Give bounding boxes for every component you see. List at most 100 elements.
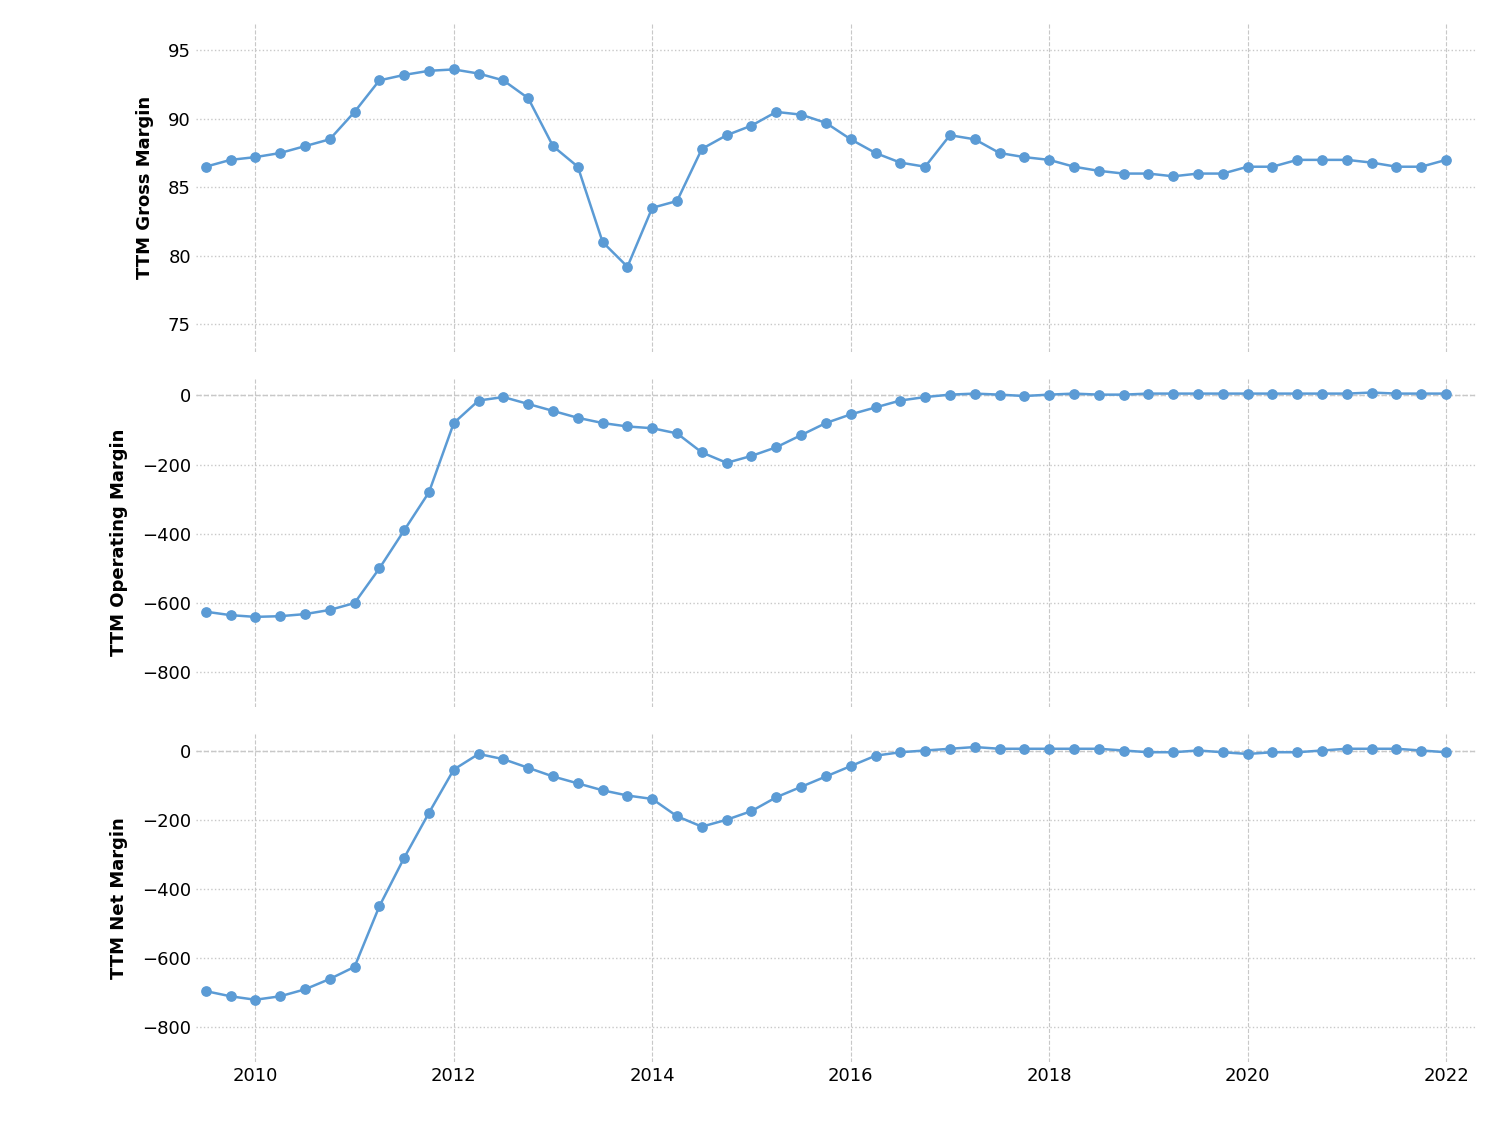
Point bbox=[417, 483, 441, 501]
Point bbox=[1137, 385, 1161, 403]
Point bbox=[715, 126, 739, 144]
Point bbox=[1285, 151, 1309, 169]
Point bbox=[1434, 151, 1458, 169]
Point bbox=[318, 130, 342, 148]
Point bbox=[194, 982, 218, 1000]
Point bbox=[1187, 164, 1211, 183]
Point bbox=[764, 788, 788, 806]
Point bbox=[517, 758, 541, 777]
Point bbox=[813, 114, 837, 132]
Point bbox=[491, 388, 515, 407]
Point bbox=[764, 103, 788, 121]
Point bbox=[1384, 385, 1408, 403]
Point bbox=[715, 811, 739, 829]
Point bbox=[1310, 741, 1334, 759]
Point bbox=[244, 990, 268, 1008]
Point bbox=[938, 740, 962, 758]
Point bbox=[789, 778, 813, 796]
Point bbox=[517, 89, 541, 107]
Point bbox=[1434, 743, 1458, 762]
Point bbox=[640, 199, 664, 217]
Point bbox=[590, 413, 614, 432]
Point bbox=[1211, 385, 1235, 403]
Point bbox=[863, 747, 887, 765]
Point bbox=[1211, 743, 1235, 762]
Point bbox=[913, 158, 937, 176]
Y-axis label: TTM Operating Margin: TTM Operating Margin bbox=[110, 428, 128, 657]
Point bbox=[1038, 151, 1062, 169]
Point bbox=[292, 605, 316, 624]
Point bbox=[1334, 385, 1358, 403]
Point bbox=[616, 258, 640, 276]
Point bbox=[789, 426, 813, 444]
Point bbox=[913, 741, 937, 759]
Point bbox=[441, 413, 465, 432]
Point bbox=[1137, 743, 1161, 762]
Point bbox=[1087, 162, 1111, 180]
Point bbox=[566, 409, 590, 427]
Point bbox=[392, 849, 416, 867]
Point bbox=[417, 62, 441, 80]
Point bbox=[441, 61, 465, 79]
Point bbox=[1038, 386, 1062, 404]
Point bbox=[318, 601, 342, 619]
Point bbox=[491, 750, 515, 769]
Point bbox=[1261, 158, 1285, 176]
Point bbox=[268, 144, 292, 162]
Point bbox=[1235, 158, 1259, 176]
Point bbox=[913, 388, 937, 407]
Point bbox=[1235, 385, 1259, 403]
Point bbox=[839, 757, 863, 775]
Point bbox=[889, 743, 913, 762]
Point bbox=[491, 71, 515, 89]
Point bbox=[218, 606, 242, 625]
Point bbox=[1410, 741, 1434, 759]
Point bbox=[739, 447, 764, 465]
Point bbox=[590, 781, 614, 799]
Point bbox=[268, 987, 292, 1005]
Point bbox=[1360, 153, 1384, 171]
Point bbox=[863, 399, 887, 417]
Point bbox=[739, 802, 764, 820]
Point bbox=[1310, 385, 1334, 403]
Point bbox=[541, 402, 565, 420]
Point bbox=[889, 392, 913, 410]
Point bbox=[367, 71, 392, 89]
Point bbox=[789, 105, 813, 123]
Point bbox=[813, 767, 837, 786]
Point bbox=[342, 103, 366, 121]
Point bbox=[194, 158, 218, 176]
Point bbox=[988, 740, 1012, 758]
Point bbox=[1161, 385, 1185, 403]
Point bbox=[590, 233, 614, 251]
Point bbox=[244, 148, 268, 167]
Point bbox=[318, 970, 342, 988]
Point bbox=[392, 521, 416, 539]
Point bbox=[342, 594, 366, 612]
Point bbox=[1087, 386, 1111, 404]
Point bbox=[1111, 741, 1136, 759]
Point bbox=[1062, 158, 1086, 176]
Point bbox=[690, 443, 714, 461]
Point bbox=[467, 745, 491, 763]
Point bbox=[764, 439, 788, 457]
Point bbox=[392, 66, 416, 85]
Point bbox=[1285, 743, 1309, 762]
Point bbox=[988, 386, 1012, 404]
Point bbox=[889, 153, 913, 171]
Point bbox=[640, 419, 664, 437]
Point bbox=[467, 64, 491, 82]
Point bbox=[666, 807, 690, 826]
Point bbox=[640, 790, 664, 809]
Point bbox=[1384, 158, 1408, 176]
Point bbox=[417, 804, 441, 822]
Point bbox=[938, 126, 962, 144]
Point bbox=[342, 958, 366, 976]
Point bbox=[218, 151, 242, 169]
Point bbox=[367, 560, 392, 578]
Point bbox=[244, 608, 268, 626]
Point bbox=[988, 144, 1012, 162]
Point bbox=[566, 774, 590, 793]
Point bbox=[1334, 151, 1358, 169]
Point bbox=[938, 386, 962, 404]
